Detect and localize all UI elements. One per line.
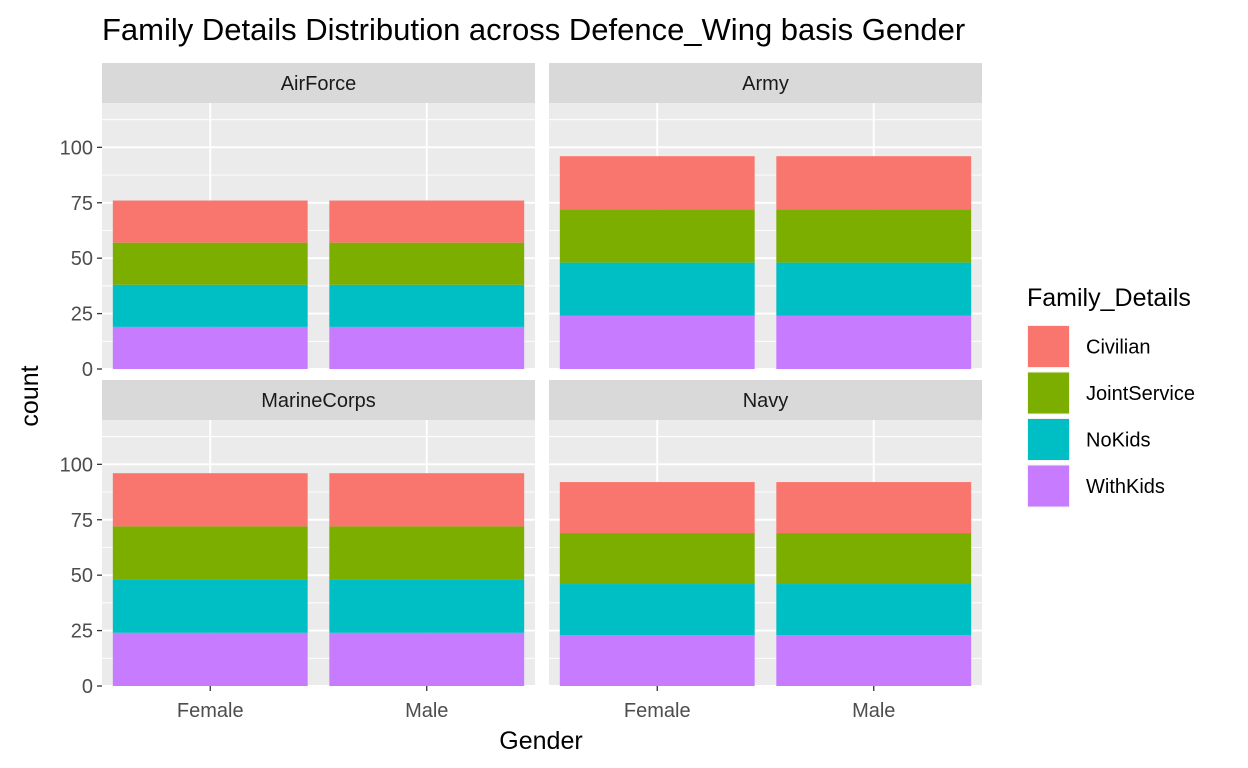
facet-strip-navy (549, 380, 982, 420)
bar-airforce-female-jointservice (112, 242, 308, 285)
bar-airforce-male-nokids (329, 284, 525, 327)
bar-army-male-civilian (776, 156, 972, 210)
y-tick-label: 100 (60, 454, 93, 476)
y-tick-label: 100 (60, 137, 93, 159)
bar-marinecorps-female-nokids (112, 579, 308, 633)
bar-marinecorps-male-jointservice (329, 526, 525, 580)
legend-label-jointservice: JointService (1086, 383, 1195, 405)
facet-army: Army (549, 63, 982, 370)
bar-navy-male-withkids (776, 635, 972, 686)
bar-airforce-male-withkids (329, 326, 525, 369)
y-tick-label: 25 (71, 621, 93, 643)
bar-army-male-withkids (776, 315, 972, 369)
facet-strip-marinecorps (102, 380, 535, 420)
legend-swatch-civilian (1028, 326, 1069, 367)
bar-army-female-withkids (559, 315, 755, 369)
x-tick-label-female: Female (624, 700, 691, 722)
bar-marinecorps-female-withkids (112, 632, 308, 686)
legend-swatch-withkids (1028, 465, 1069, 507)
y-axis-title: count (16, 365, 44, 426)
x-tick-label-female: Female (177, 700, 244, 722)
bar-airforce-female-withkids (112, 326, 308, 369)
x-axis-title: Gender (499, 727, 582, 755)
legend-label-nokids: NoKids (1086, 430, 1150, 452)
y-tick-label: 50 (71, 248, 93, 270)
bar-navy-female-nokids (559, 584, 755, 636)
facet-strip-label: Army (742, 73, 789, 95)
bar-airforce-female-nokids (112, 284, 308, 327)
bar-marinecorps-female-jointservice (112, 526, 308, 580)
legend-swatch-jointservice (1028, 372, 1069, 414)
bar-marinecorps-male-withkids (329, 632, 525, 686)
facet-navy: Navy Female Male (549, 380, 982, 722)
bar-navy-female-civilian (559, 482, 755, 534)
facet-strip-label: AirForce (281, 73, 357, 95)
legend-title: Family_Details (1027, 284, 1191, 312)
bar-army-female-jointservice (559, 209, 755, 263)
facet-airforce: AirForce 0 25 50 75 100 (60, 63, 535, 381)
chart-title: Family Details Distribution across Defen… (102, 12, 965, 47)
y-tick-label: 0 (82, 359, 93, 381)
y-tick-label: 0 (82, 676, 93, 698)
facet-marinecorps: MarineCorps 0 25 50 75 100 Female Male (60, 380, 535, 722)
bar-army-male-jointservice (776, 209, 972, 263)
bar-army-male-nokids (776, 262, 972, 316)
bar-navy-female-jointservice (559, 533, 755, 585)
bar-army-female-civilian (559, 156, 755, 210)
bar-marinecorps-female-civilian (112, 473, 308, 527)
legend-swatch-nokids (1028, 419, 1069, 460)
bar-airforce-male-civilian (329, 200, 525, 243)
y-tick-label: 75 (71, 193, 93, 215)
bar-airforce-male-jointservice (329, 242, 525, 285)
facet-strip-label: MarineCorps (261, 390, 375, 412)
bar-navy-male-nokids (776, 584, 972, 636)
facet-strip-airforce (102, 63, 535, 103)
bar-navy-female-withkids (559, 635, 755, 686)
facet-panels: AirForce 0 25 50 75 100 Army MarineCorps 0 25 50 75… (60, 63, 982, 722)
y-tick-label: 75 (71, 510, 93, 532)
x-tick-label-male: Male (405, 700, 448, 722)
bar-marinecorps-male-nokids (329, 579, 525, 633)
y-tick-label: 25 (71, 304, 93, 326)
bar-marinecorps-male-civilian (329, 473, 525, 527)
y-tick-label: 50 (71, 565, 93, 587)
legend-label-withkids: WithKids (1086, 476, 1165, 498)
bar-navy-male-civilian (776, 482, 972, 534)
bar-army-female-nokids (559, 262, 755, 316)
legend: Family_Details Civilian JointService NoKid… (1027, 284, 1195, 508)
x-tick-label-male: Male (852, 700, 895, 722)
legend-label-civilian: Civilian (1086, 337, 1150, 359)
facet-strip-army (549, 63, 982, 103)
bar-navy-male-jointservice (776, 533, 972, 585)
bar-airforce-female-civilian (112, 200, 308, 243)
facet-strip-label: Navy (743, 390, 789, 412)
